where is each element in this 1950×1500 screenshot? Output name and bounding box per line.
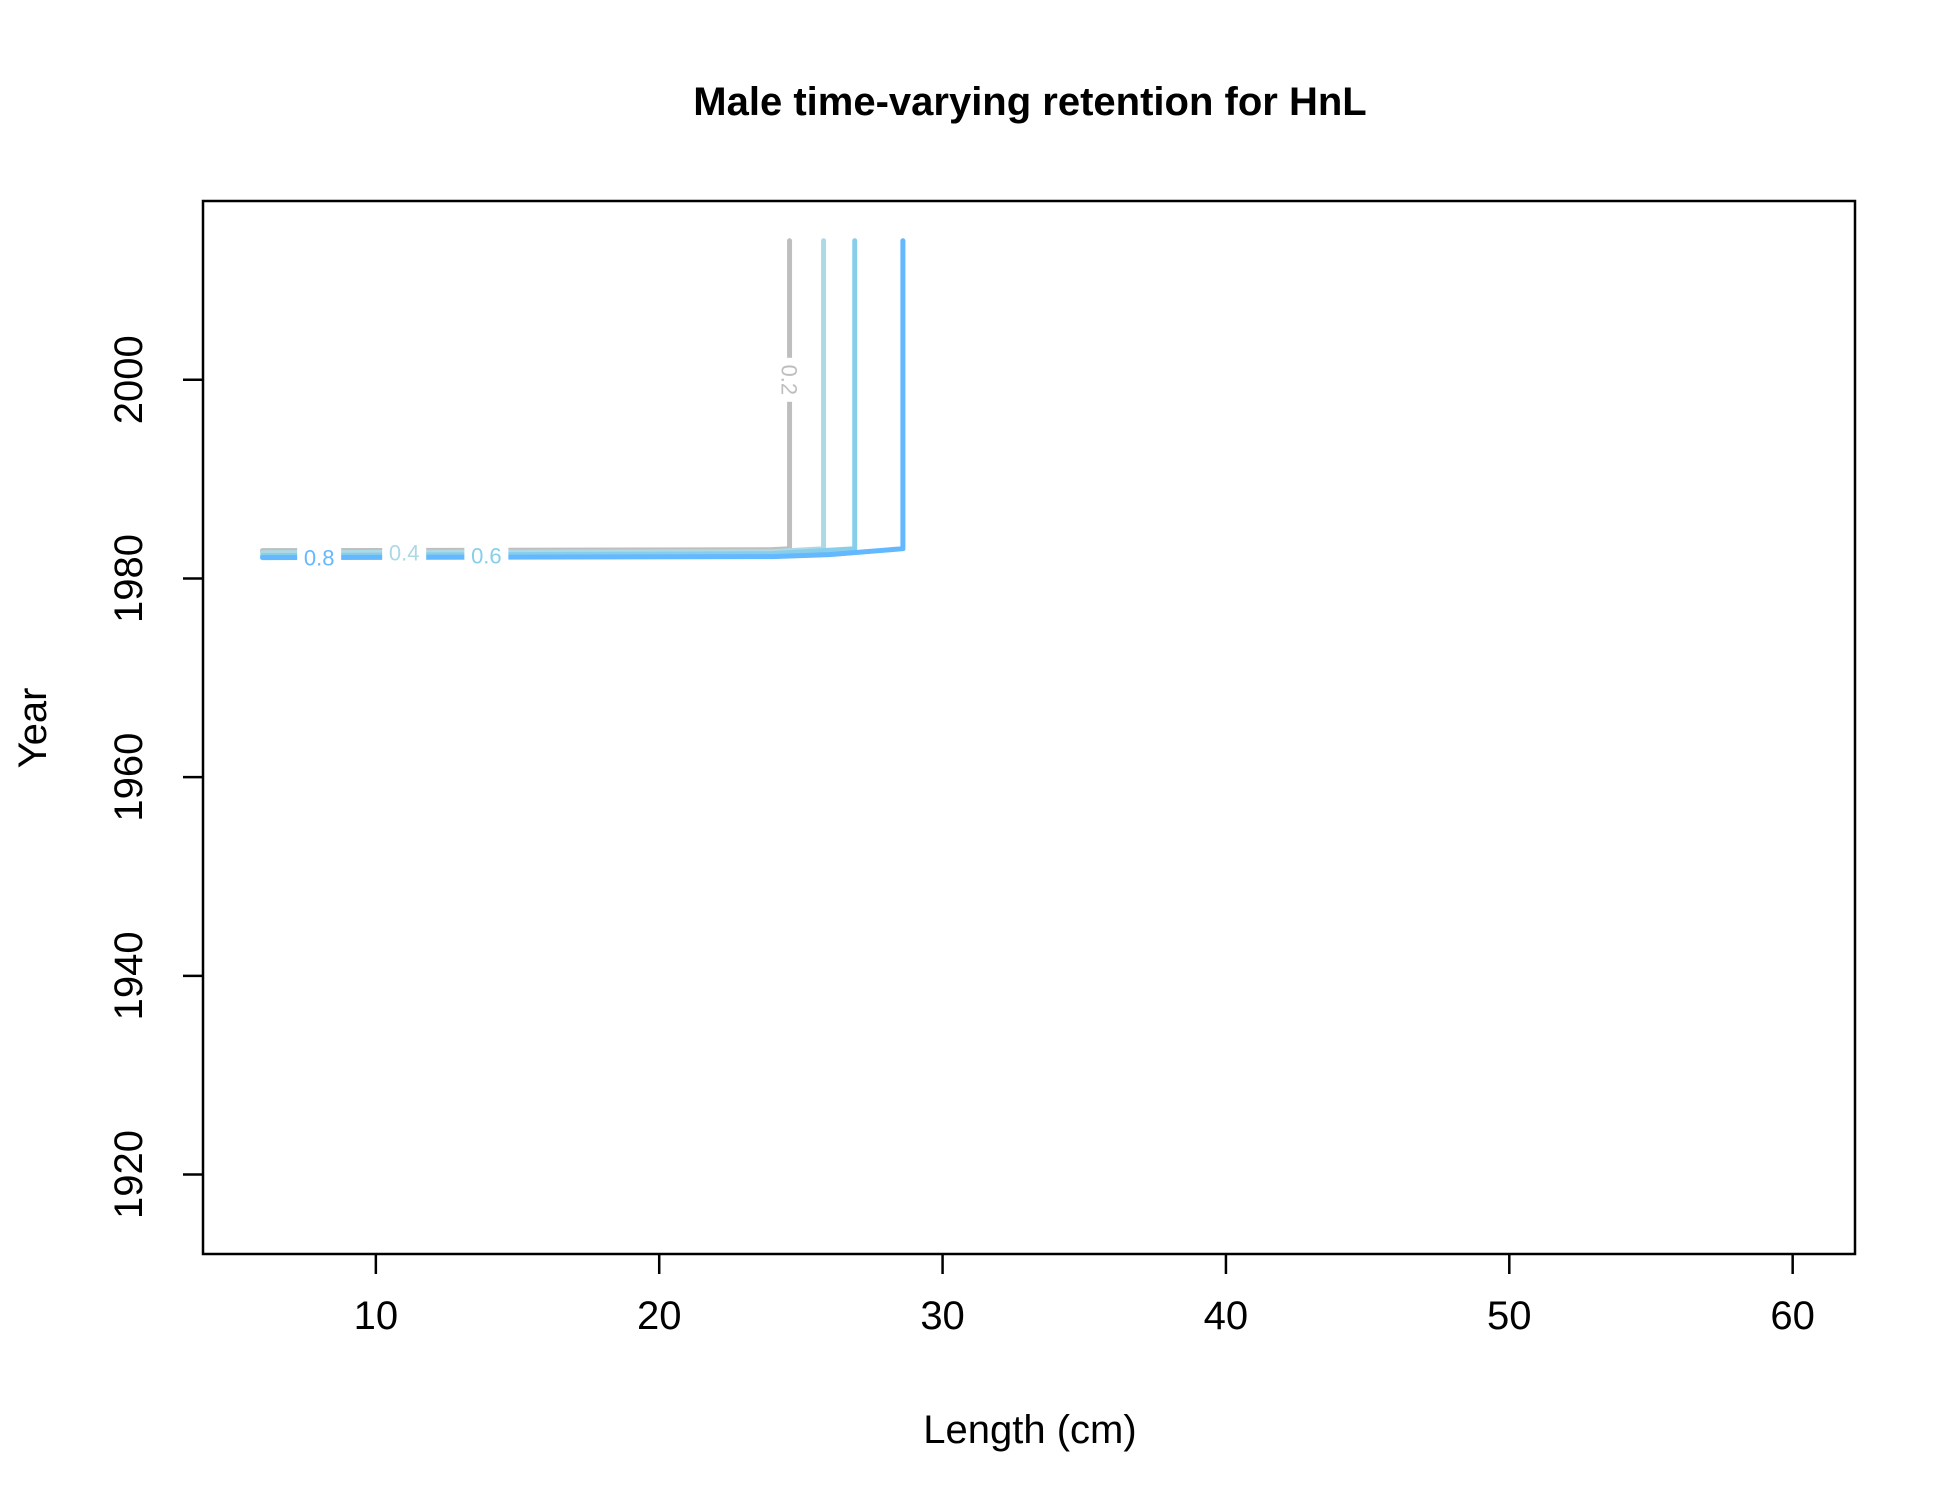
contour-label-0-6: 0.6	[464, 542, 509, 569]
svg-text:0.8: 0.8	[304, 546, 335, 571]
y-tick-label-1920: 1920	[107, 1130, 151, 1219]
contour-line-0-8	[260, 238, 906, 561]
contour-label-0-8: 0.8	[297, 544, 342, 571]
contour-label-0-4: 0.4	[382, 539, 427, 566]
contour-labels: 0.2 0.4 0.6 0.8	[297, 357, 803, 571]
contour-line-0-4	[260, 238, 827, 556]
y-axis-label: Year	[11, 688, 55, 769]
x-axis-label: Length (cm)	[923, 1408, 1136, 1452]
x-tick-label-60: 60	[1770, 1294, 1815, 1338]
y-axis: 1920 1940 1960 1980 2000	[107, 335, 203, 1219]
svg-text:0.6: 0.6	[471, 544, 502, 569]
contour-lines	[260, 238, 906, 561]
svg-text:0.2: 0.2	[777, 365, 802, 396]
y-tick-label-1980: 1980	[107, 534, 151, 623]
y-tick-label-2000: 2000	[107, 335, 151, 424]
x-tick-label-20: 20	[637, 1294, 682, 1338]
x-tick-label-40: 40	[1204, 1294, 1249, 1338]
y-tick-label-1960: 1960	[107, 733, 151, 822]
y-tick-label-1940: 1940	[107, 931, 151, 1020]
svg-text:0.4: 0.4	[389, 541, 420, 566]
chart-title: Male time-varying retention for HnL	[693, 80, 1366, 124]
x-axis: 10 20 30 40 50 60	[354, 1254, 1815, 1338]
plot-frame	[201, 199, 1857, 1256]
x-tick-label-30: 30	[920, 1294, 965, 1338]
contour-line-0-2	[260, 238, 793, 554]
contour-line-0-6	[260, 238, 858, 559]
contour-label-0-2: 0.2	[776, 357, 803, 402]
x-tick-label-50: 50	[1487, 1294, 1532, 1338]
x-tick-label-10: 10	[354, 1294, 399, 1338]
